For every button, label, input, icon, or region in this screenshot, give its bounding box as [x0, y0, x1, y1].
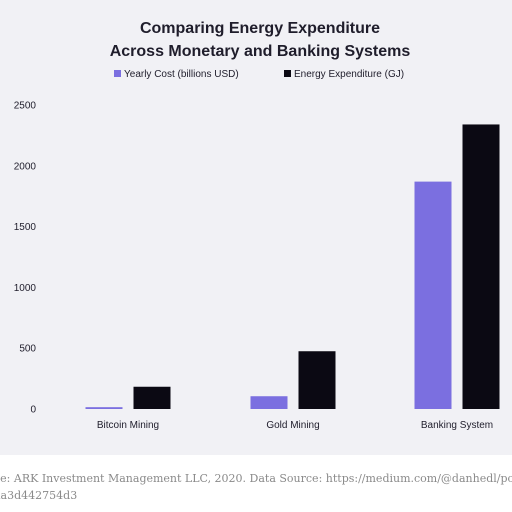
bar-yearly-cost: [250, 396, 288, 409]
bar-yearly-cost: [414, 181, 452, 409]
y-tick-label: 500: [19, 344, 36, 355]
legend-swatch-energy-expenditure: [284, 70, 291, 77]
y-tick-label: 2000: [14, 161, 37, 172]
bar-yearly-cost: [85, 407, 123, 409]
chart-title-line-2: Across Monetary and Banking Systems: [110, 43, 411, 60]
y-tick-label: 1000: [14, 283, 37, 294]
source-caption-line-1: ce: ARK Investment Management LLC, 2020.…: [0, 472, 512, 485]
bar-chart: Comparing Energy Expenditure Across Mone…: [14, 20, 500, 431]
x-axis-labels: Bitcoin Mining Gold Mining Banking System: [97, 420, 493, 431]
legend-swatch-yearly-cost: [114, 70, 121, 77]
x-category-label: Bitcoin Mining: [97, 420, 159, 431]
bar-energy-expenditure: [298, 351, 336, 409]
legend-label-energy-expenditure: Energy Expenditure (GJ): [294, 69, 404, 80]
source-caption-line-2: aa3d442754d3: [0, 489, 78, 502]
x-category-label: Gold Mining: [266, 420, 319, 431]
y-tick-label: 1500: [14, 222, 37, 233]
chart-panel: Comparing Energy Expenditure Across Mone…: [0, 0, 512, 455]
bars-group: [85, 124, 500, 410]
chart-title-line-1: Comparing Energy Expenditure: [140, 20, 380, 37]
bar-energy-expenditure: [462, 124, 500, 410]
y-axis-ticks: 0 500 1000 1500 2000 2500: [14, 101, 37, 416]
y-tick-label: 2500: [14, 101, 37, 112]
legend-label-yearly-cost: Yearly Cost (billions USD): [124, 69, 239, 80]
bar-energy-expenditure: [133, 386, 171, 409]
x-category-label: Banking System: [421, 420, 493, 431]
y-tick-label: 0: [30, 405, 36, 416]
source-caption: ce: ARK Investment Management LLC, 2020.…: [0, 470, 512, 504]
